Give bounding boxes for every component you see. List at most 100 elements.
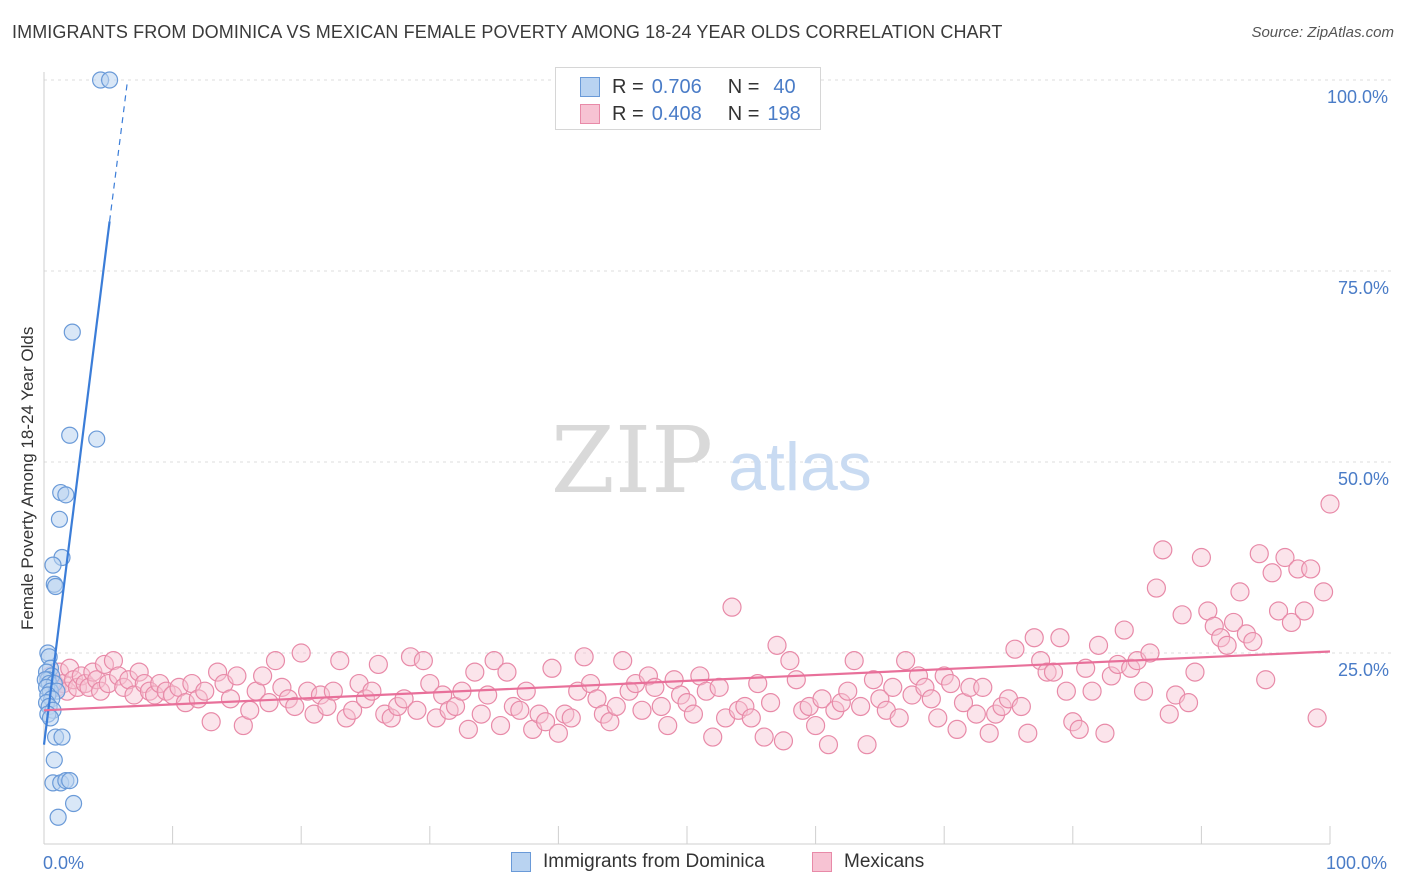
mexicans-point bbox=[529, 704, 549, 724]
mexicans-point bbox=[1063, 712, 1083, 732]
watermark-atlas: atlas bbox=[728, 429, 872, 505]
mexicans-point bbox=[670, 685, 691, 705]
mexicans-point bbox=[253, 666, 273, 686]
mexicans-point bbox=[407, 700, 427, 720]
mexicans-point bbox=[510, 700, 530, 720]
dominica-point bbox=[100, 71, 119, 89]
mexicans-point bbox=[1146, 578, 1166, 598]
legend-swatch-pink bbox=[812, 852, 832, 872]
y-tick-25: 25.0% bbox=[1338, 660, 1390, 680]
mexicans-point bbox=[368, 654, 388, 675]
mexicans-point bbox=[805, 715, 826, 736]
legend-row-mexicans: R = 0.408 N = 198 bbox=[580, 102, 801, 126]
legend-swatch-blue bbox=[511, 852, 531, 872]
x-tick-max: 100.0% bbox=[1326, 853, 1388, 873]
mexicans-point bbox=[413, 651, 433, 671]
x-tick-min: 0.0% bbox=[43, 853, 85, 873]
mexicans-point bbox=[1301, 559, 1321, 579]
mexicans-point bbox=[1050, 628, 1070, 648]
mexicans-point bbox=[1256, 670, 1276, 690]
series-immigrants-from-dominica bbox=[36, 71, 119, 826]
legend-row-dominica: R = 0.706 N = 40 bbox=[580, 75, 796, 99]
mexicans-point bbox=[632, 700, 652, 720]
legend-n-value: 40 bbox=[773, 75, 796, 98]
dominica-point bbox=[88, 430, 106, 448]
mexicans-point bbox=[336, 708, 356, 728]
mexicans-point bbox=[220, 689, 241, 709]
gridlines bbox=[44, 79, 1392, 654]
mexicans-point bbox=[458, 719, 478, 740]
y-axis-title: Female Poverty Among 18-24 Year Olds bbox=[18, 326, 37, 630]
series-legend: Immigrants from Dominica Mexicans bbox=[0, 851, 1406, 877]
mexicans-point bbox=[265, 651, 286, 671]
mexicans-point bbox=[780, 651, 800, 671]
mexicans-point bbox=[703, 727, 723, 747]
mexicans-point bbox=[1185, 662, 1205, 682]
mexicans-point bbox=[1088, 635, 1109, 655]
mexicans-point bbox=[1223, 612, 1244, 633]
mexicans-point bbox=[323, 681, 343, 701]
mexicans-point bbox=[1172, 605, 1192, 625]
dominica-point bbox=[53, 728, 71, 746]
mexicans-point bbox=[103, 651, 124, 671]
mexicans-point bbox=[208, 662, 228, 682]
mexicans-point bbox=[1230, 582, 1250, 602]
mexicans-point bbox=[966, 704, 986, 724]
mexicans-point bbox=[343, 700, 363, 720]
mexicans-point bbox=[535, 712, 556, 732]
mexicans-point bbox=[1249, 544, 1269, 564]
mexicans-point bbox=[1307, 708, 1327, 728]
mexicans-point bbox=[760, 693, 781, 713]
mexicans-point bbox=[915, 677, 935, 697]
mexicans-point bbox=[1018, 723, 1038, 743]
mexicans-point bbox=[490, 715, 511, 736]
mexicans-point bbox=[1217, 635, 1237, 655]
mexicans-point bbox=[831, 693, 851, 713]
mexicans-point bbox=[606, 696, 626, 717]
legend-swatch-pink bbox=[580, 104, 600, 124]
mexicans-point bbox=[941, 673, 961, 694]
mexicans-point bbox=[139, 681, 160, 701]
mexicans-point bbox=[857, 735, 877, 755]
mexicans-point bbox=[259, 693, 279, 713]
mexicans-point bbox=[947, 719, 967, 740]
mexicans-point bbox=[851, 696, 871, 717]
mexicans-point bbox=[548, 723, 569, 743]
mexicans-point bbox=[709, 677, 729, 697]
mexicans-point bbox=[735, 696, 755, 717]
mexicans-point bbox=[310, 685, 331, 705]
mexicans-point bbox=[1005, 639, 1025, 659]
mexicans-point bbox=[1121, 658, 1141, 678]
mexicans-point bbox=[722, 597, 742, 617]
mexicans-point bbox=[330, 651, 350, 671]
mexicans-point bbox=[896, 651, 916, 671]
dominica-point bbox=[45, 751, 63, 769]
mexicans-point bbox=[298, 681, 318, 701]
mexicans-point bbox=[484, 651, 504, 671]
mexicans-point bbox=[75, 673, 95, 694]
dominica-point bbox=[50, 510, 69, 528]
dominica-point bbox=[57, 486, 75, 504]
mexicans-point bbox=[992, 696, 1012, 717]
mexicans-point bbox=[613, 651, 633, 671]
mexicans-point bbox=[542, 658, 562, 678]
legend-item-dominica: Immigrants from Dominica bbox=[511, 851, 765, 873]
mexicans-point bbox=[201, 712, 221, 732]
mexicans-point bbox=[1211, 628, 1231, 648]
legend-n-label: N = bbox=[727, 102, 760, 125]
mexicans-point bbox=[651, 696, 671, 717]
legend-n-label: N = bbox=[727, 75, 760, 98]
mexicans-point bbox=[1243, 631, 1263, 652]
dominica-trendline bbox=[42, 221, 111, 745]
mexicans-point bbox=[825, 700, 845, 720]
legend-item-label: Mexicans bbox=[844, 851, 925, 872]
mexicans-point bbox=[1133, 681, 1154, 701]
mexicans-point bbox=[79, 677, 99, 697]
mexicans-point bbox=[844, 651, 864, 671]
mexicans-point bbox=[683, 704, 704, 724]
mexicans-point bbox=[1178, 693, 1199, 713]
mexicans-point bbox=[870, 689, 890, 709]
mexicans-point bbox=[1056, 681, 1076, 701]
legend-r-label: R = bbox=[612, 75, 644, 98]
dominica-point bbox=[61, 426, 79, 444]
